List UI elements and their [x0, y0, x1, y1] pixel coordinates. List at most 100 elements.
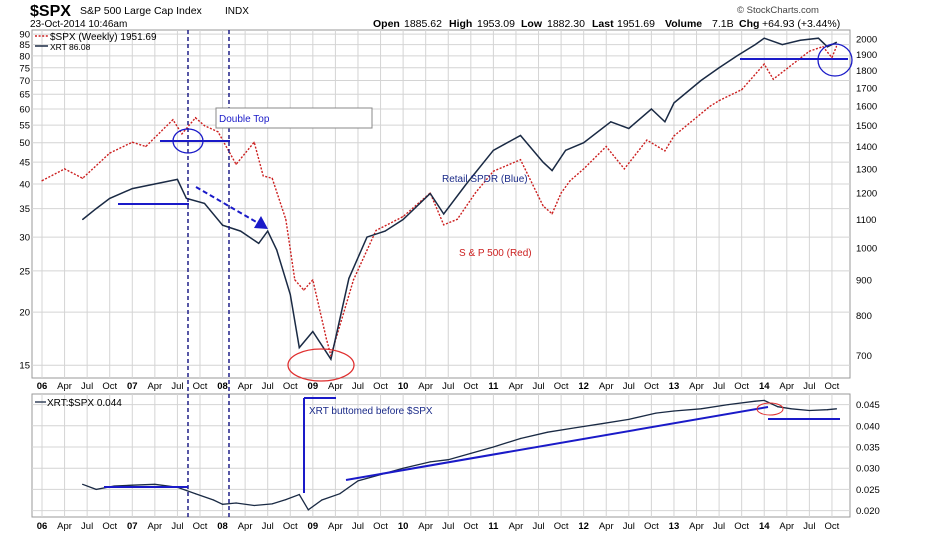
recent-circle [817, 43, 853, 77]
ratio-tick-label: 0.020 [856, 506, 880, 517]
x-axis-main: 06 Apr Jul Oct 07 Apr Jul Oct 08 Apr Jul Oct 09 Apr Ju… [37, 381, 840, 392]
right-tick-label: 1300 [856, 164, 877, 175]
ratio-point [194, 493, 197, 495]
ratio-point [154, 483, 156, 485]
x-tick-label: 13 [669, 381, 680, 392]
xrt-point [799, 39, 801, 41]
right-tick-label: 900 [856, 275, 872, 286]
spx-point [325, 338, 327, 340]
xrt-point [276, 249, 278, 251]
xrt-point [176, 178, 179, 180]
ratio-point [790, 408, 792, 410]
x-tick-label: Apr [57, 521, 72, 532]
annotation-drawings [104, 30, 853, 517]
ratio-right-axis: 0.020 0.025 0.030 0.035 0.040 0.045 [856, 400, 880, 517]
x-tick-label: 09 [308, 521, 319, 532]
spx-point [294, 279, 296, 281]
ratio-legend: XRT:$SPX 0.044 [35, 398, 122, 409]
spx-point [402, 215, 404, 218]
ratio-tick-label: 0.035 [856, 443, 880, 454]
retail-annotation: Retail SPDR (Blue) [442, 174, 528, 185]
ratio-point [253, 504, 255, 507]
x-tick-label: Apr [779, 521, 794, 532]
spx-point [709, 105, 711, 107]
high-value: 1953.09 [477, 18, 515, 30]
spx-point [673, 135, 675, 137]
xrt-point [673, 102, 675, 104]
right-axis: 700 800 900 1000 1100 1200 1300 1400 1500 1600 170… [856, 34, 877, 362]
xrt-point [82, 218, 84, 221]
x-tick-label: Oct [463, 381, 478, 392]
x-tick-label: 13 [669, 521, 680, 532]
xrt-point [185, 197, 188, 199]
trend-arrow-head [254, 216, 268, 229]
double-top-circle [172, 128, 204, 154]
xrt-point [754, 44, 756, 46]
spx-point [235, 163, 237, 165]
right-tick-label: 1700 [856, 83, 877, 94]
xrt-point [348, 277, 350, 279]
ratio-point [307, 509, 309, 511]
xrt-point [402, 218, 404, 221]
x-tick-label: Oct [825, 521, 840, 532]
spx-point [474, 192, 476, 194]
left-tick-label: 25 [19, 266, 30, 277]
source-credit: © StockCharts.com [737, 5, 819, 16]
ratio-point [131, 484, 133, 486]
x-tick-label: Jul [713, 521, 725, 532]
x-tick-label: Oct [373, 521, 388, 532]
x-tick-label: Apr [779, 381, 794, 392]
x-tick-label: Apr [599, 381, 614, 392]
ratio-point [82, 483, 84, 485]
left-tick-label: 60 [19, 105, 30, 116]
x-tick-label: 12 [578, 521, 589, 532]
x-tick-label: Oct [193, 381, 208, 392]
spx-point [330, 355, 332, 357]
ratio-point [808, 409, 810, 412]
xrt-point [565, 149, 567, 151]
symbol: $SPX [30, 3, 71, 20]
double-top-callout [215, 107, 373, 129]
spx-point [375, 229, 377, 232]
open-label: Open [373, 18, 400, 30]
xrt-point [781, 44, 783, 46]
chg-label: Chg [739, 18, 759, 30]
xrt-point [583, 142, 585, 144]
ratio-point [285, 499, 287, 501]
x-tick-label: 14 [759, 381, 770, 392]
ratio-point [777, 406, 779, 408]
spx-point [271, 177, 273, 179]
left-tick-label: 30 [19, 233, 30, 244]
x-tick-label: 10 [398, 381, 409, 392]
xrt-point [700, 79, 702, 82]
left-tick-label: 75 [19, 63, 30, 74]
volume-value: 7.1B [712, 18, 734, 30]
x-tick-label: Apr [509, 521, 524, 532]
x-tick-label: Apr [57, 381, 72, 392]
x-tick-label: 11 [488, 521, 499, 532]
spx-point [605, 145, 607, 148]
spx-point [443, 224, 445, 226]
left-tick-label: 80 [19, 51, 30, 62]
x-tick-label: Oct [644, 521, 659, 532]
last-label: Last [592, 18, 614, 30]
x-tick-label: Apr [418, 521, 433, 532]
ratio-grid [32, 394, 850, 517]
spx-point [262, 175, 264, 177]
xrt-point [817, 37, 820, 39]
ratio-point [655, 412, 657, 414]
x-tick-label: Oct [102, 381, 117, 392]
ratio-tick-label: 0.025 [856, 485, 880, 496]
spx-point [492, 170, 494, 172]
ratio-point [763, 399, 765, 401]
xrt-point [240, 230, 242, 232]
open-value: 1885.62 [404, 18, 442, 30]
right-tick-label: 1800 [856, 66, 877, 77]
x-tick-label: Apr [147, 521, 162, 532]
right-tick-label: 1200 [856, 189, 877, 200]
spx-point [217, 131, 219, 133]
left-tick-label: 65 [19, 90, 30, 101]
chg-value: +64.93 (+3.44%) [762, 18, 840, 30]
ratio-point [700, 408, 702, 410]
xrt-point [650, 108, 652, 110]
